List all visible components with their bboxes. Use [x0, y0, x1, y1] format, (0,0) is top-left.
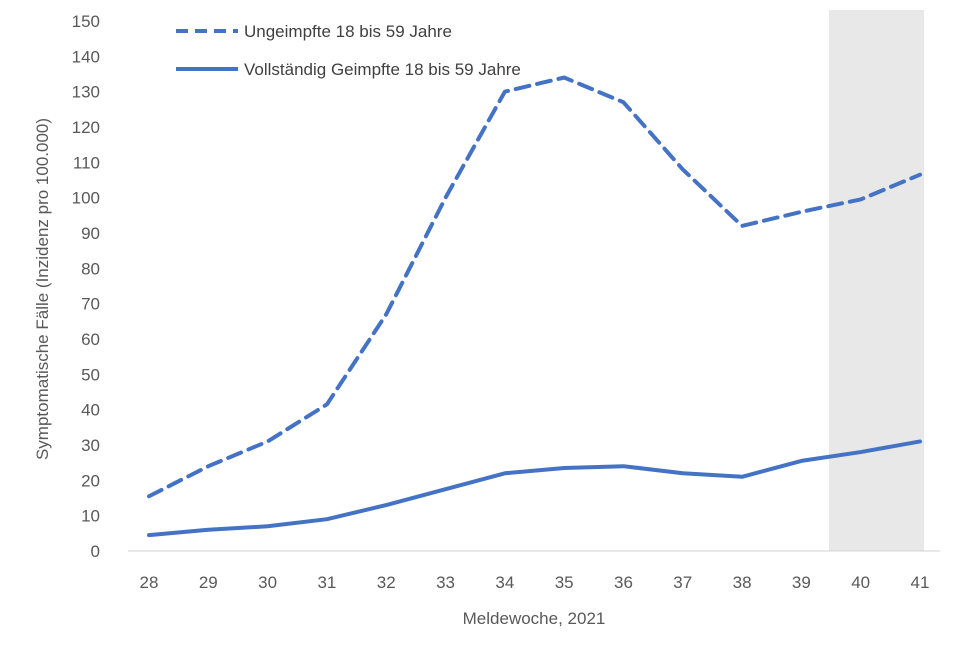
legend: Ungeimpfte 18 bis 59 Jahre Vollständig G…: [176, 22, 521, 79]
data-point: [325, 517, 329, 521]
data-point: [621, 100, 625, 104]
x-tick-label: 41: [911, 573, 930, 592]
data-point: [681, 471, 685, 475]
x-tick-label: 30: [258, 573, 277, 592]
legend-label-vaccinated: Vollständig Geimpfte 18 bis 59 Jahre: [244, 60, 521, 79]
data-point: [918, 439, 922, 443]
data-point: [444, 487, 448, 491]
y-axis-title: Symptomatische Fälle (Inzidenz pro 100.0…: [33, 118, 52, 460]
data-point: [562, 76, 566, 80]
data-point: [147, 533, 151, 537]
data-point: [444, 196, 448, 200]
series-line-unvaccinated: [147, 75, 922, 499]
y-tick-label: 50: [81, 365, 100, 384]
data-point: [562, 466, 566, 470]
x-tick-label: 33: [436, 573, 455, 592]
x-tick-label: 34: [495, 573, 514, 592]
y-tick-label: 100: [72, 189, 100, 208]
x-tick-label: 39: [792, 573, 811, 592]
y-axis-ticks: 0 10 20 30 40 50 60 70 80 90 100 110 120 130 140 150: [72, 12, 100, 561]
data-point: [147, 494, 151, 498]
y-tick-label: 40: [81, 401, 100, 420]
x-axis-title: Meldewoche, 2021: [463, 609, 606, 628]
data-point: [740, 224, 744, 228]
data-point: [918, 173, 922, 177]
shaded-region: [829, 10, 924, 551]
x-tick-label: 35: [555, 573, 574, 592]
data-point: [206, 528, 210, 532]
y-tick-label: 110: [73, 153, 100, 172]
y-tick-label: 120: [72, 118, 100, 137]
y-tick-label: 150: [72, 12, 100, 31]
y-tick-label: 30: [81, 436, 100, 455]
x-tick-label: 29: [199, 573, 218, 592]
x-tick-label: 40: [851, 573, 870, 592]
y-tick-label: 0: [91, 542, 100, 561]
y-tick-label: 70: [81, 295, 100, 314]
y-tick-label: 80: [81, 259, 100, 278]
data-point: [206, 464, 210, 468]
data-point: [384, 503, 388, 507]
x-axis-ticks: 28 29 30 31 32 33 34 35 36 37 38 39 40 41: [140, 573, 930, 592]
data-point: [503, 90, 507, 94]
data-point: [266, 439, 270, 443]
y-tick-label: 130: [72, 83, 100, 102]
data-point: [740, 475, 744, 479]
y-tick-label: 10: [81, 507, 100, 526]
data-point: [799, 210, 803, 214]
x-tick-label: 32: [377, 573, 396, 592]
x-tick-label: 31: [317, 573, 336, 592]
data-point: [384, 312, 388, 316]
data-point: [681, 167, 685, 171]
x-tick-label: 28: [140, 573, 159, 592]
y-tick-label: 90: [81, 224, 100, 243]
y-tick-label: 140: [72, 47, 100, 66]
series-layer: [147, 75, 922, 538]
data-point: [799, 459, 803, 463]
data-point: [266, 524, 270, 528]
data-point: [621, 464, 625, 468]
data-point: [859, 197, 863, 201]
x-tick-label: 38: [733, 573, 752, 592]
data-point: [503, 471, 507, 475]
data-point: [859, 450, 863, 454]
legend-label-unvaccinated: Ungeimpfte 18 bis 59 Jahre: [244, 22, 452, 41]
y-tick-label: 20: [81, 471, 100, 490]
series-line-vaccinated: [147, 439, 922, 538]
y-tick-label: 60: [81, 330, 100, 349]
x-tick-label: 37: [673, 573, 692, 592]
data-point: [325, 402, 329, 406]
x-tick-label: 36: [614, 573, 633, 592]
